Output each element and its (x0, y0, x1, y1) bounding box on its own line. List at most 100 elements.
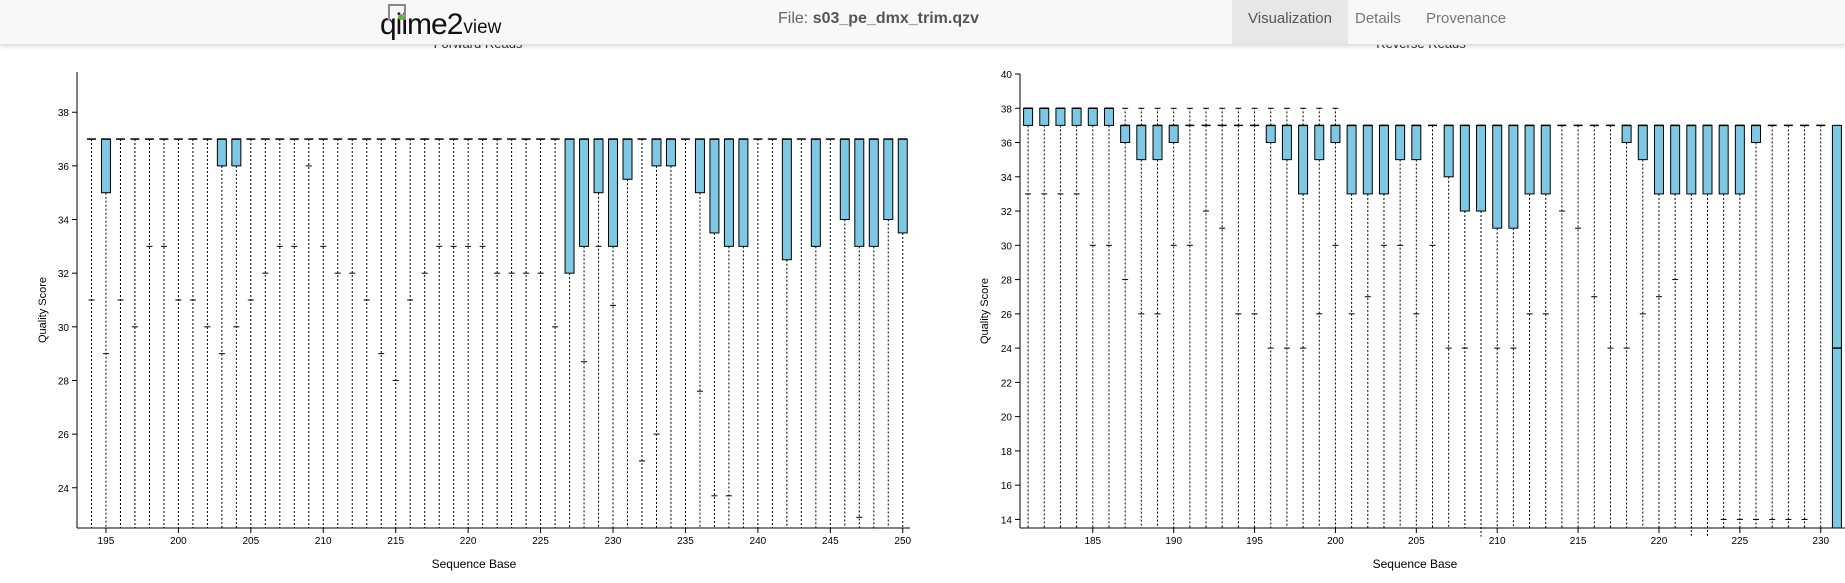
box-235 (680, 138, 690, 528)
box-204 (231, 138, 242, 528)
box-207 (275, 138, 285, 528)
box-225 (1734, 124, 1745, 528)
box-215 (391, 138, 401, 528)
box-205 (246, 138, 256, 528)
tab-visualization[interactable]: Visualization (1232, 0, 1348, 44)
tab-details[interactable]: Details (1355, 10, 1401, 27)
iqr-box (1492, 124, 1503, 229)
box-237 (709, 138, 720, 528)
y-axis-label: Quality Score (37, 277, 49, 343)
box-210 (1492, 124, 1503, 528)
iqr-box (1087, 107, 1098, 126)
iqr-box (1103, 107, 1114, 126)
box-189 (1152, 107, 1163, 528)
tab-provenance[interactable]: Provenance (1426, 10, 1507, 27)
y-tick-label: 28 (1001, 276, 1013, 287)
box-191 (1185, 107, 1195, 528)
iqr-box (1686, 124, 1697, 195)
box-197 (130, 138, 140, 528)
box-194 (86, 138, 96, 528)
y-tick-label: 26 (58, 430, 70, 441)
box-213 (1540, 124, 1551, 528)
iqr-box (1298, 124, 1309, 195)
box-227 (564, 138, 575, 528)
box-247 (854, 138, 865, 528)
box-217 (420, 138, 430, 528)
iqr-box (810, 138, 821, 247)
logo-mark-icon (388, 4, 406, 20)
iqr-box (1637, 124, 1648, 161)
box-224 (1718, 124, 1729, 528)
iqr-box (839, 138, 850, 221)
box-219 (449, 138, 459, 528)
box-203 (216, 138, 227, 528)
logo-sub-text: view (463, 17, 502, 38)
x-tick-label: 230 (1812, 536, 1829, 547)
box-185 (1087, 107, 1098, 528)
iqr-box (579, 138, 590, 247)
iqr-box (1039, 107, 1050, 126)
x-tick-label: 195 (98, 536, 115, 547)
iqr-box (1718, 124, 1729, 195)
box-214 (376, 138, 386, 528)
iqr-box (1281, 124, 1292, 161)
box-196 (115, 138, 125, 528)
qiime2view-logo[interactable]: qiime2 view (380, 2, 501, 42)
y-tick-label: 14 (1001, 515, 1013, 526)
iqr-box (1378, 124, 1389, 195)
box-194 (1233, 107, 1243, 528)
box-209 (304, 138, 314, 528)
y-tick-label: 18 (1001, 447, 1013, 458)
iqr-box (1071, 107, 1082, 126)
iqr-box (1330, 124, 1341, 144)
iqr-box (1055, 107, 1066, 126)
iqr-box (1459, 124, 1470, 212)
box-213 (362, 138, 372, 528)
box-190 (1168, 107, 1179, 528)
iqr-box (1152, 124, 1163, 161)
box-204 (1395, 124, 1406, 528)
box-228 (1783, 124, 1793, 528)
y-tick-label: 34 (58, 216, 70, 227)
box-246 (839, 138, 850, 528)
iqr-box (1314, 124, 1325, 161)
box-216 (1589, 124, 1599, 528)
y-tick-label: 24 (1001, 344, 1013, 355)
iqr-box (1621, 124, 1632, 144)
box-226 (550, 138, 560, 528)
x-tick-label: 230 (605, 536, 622, 547)
box-242 (781, 138, 792, 528)
iqr-box (1168, 124, 1179, 144)
logo-main-text: qiime2 (380, 8, 463, 41)
box-228 (579, 138, 590, 528)
box-199 (159, 138, 169, 528)
box-231 (622, 138, 633, 528)
box-218 (1621, 124, 1632, 528)
x-tick-label: 215 (1570, 536, 1587, 547)
iqr-box (231, 138, 242, 167)
box-220 (463, 138, 473, 528)
box-206 (260, 138, 270, 528)
iqr-box (1540, 124, 1551, 195)
box-222 (1686, 124, 1697, 537)
box-205 (1411, 124, 1422, 528)
iqr-box (781, 138, 792, 261)
x-tick-label: 210 (315, 536, 332, 547)
box-199 (1314, 107, 1325, 528)
iqr-box (651, 138, 662, 167)
box-220 (1653, 124, 1664, 528)
box-225 (536, 138, 546, 528)
box-233 (651, 138, 662, 528)
box-249 (883, 138, 894, 528)
x-tick-label: 210 (1489, 536, 1506, 547)
iqr-box (1476, 124, 1487, 212)
box-192 (1201, 107, 1211, 528)
x-tick-label: 220 (1651, 536, 1668, 547)
box-236 (694, 138, 705, 528)
box-230 (608, 138, 619, 528)
y-tick-label: 40 (1001, 70, 1013, 81)
iqr-box (1653, 124, 1664, 195)
x-tick-label: 215 (387, 536, 404, 547)
box-207 (1443, 124, 1454, 528)
